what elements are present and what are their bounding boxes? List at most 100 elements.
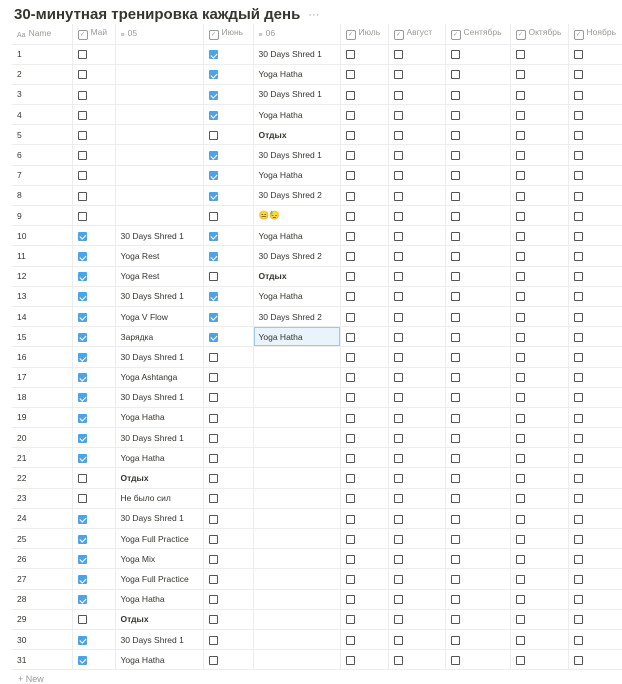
checkbox-unchecked[interactable] [450, 575, 460, 585]
checkbox-checked[interactable] [208, 332, 218, 342]
checkbox-unchecked[interactable] [208, 130, 218, 140]
checkbox-unchecked[interactable] [345, 655, 355, 665]
checkbox-unchecked[interactable] [345, 50, 355, 60]
column-header-2[interactable]: ≡ 05 [115, 24, 204, 45]
checkbox-unchecked[interactable] [208, 433, 218, 443]
checkbox-checked[interactable] [77, 453, 87, 463]
checkbox-unchecked[interactable] [573, 211, 583, 221]
text-cell[interactable]: 30 Days Shred 1 [115, 629, 204, 651]
text-cell[interactable] [253, 649, 341, 671]
checkbox-checked[interactable] [77, 332, 87, 342]
checkbox-unchecked[interactable] [450, 110, 460, 120]
checkbox-unchecked[interactable] [208, 554, 218, 564]
checkbox-unchecked[interactable] [77, 494, 87, 504]
checkbox-unchecked[interactable] [77, 211, 87, 221]
text-cell[interactable]: Yoga Hatha [115, 649, 204, 671]
text-cell[interactable]: Yoga Hatha [253, 165, 341, 186]
checkbox-unchecked[interactable] [345, 332, 355, 342]
checkbox-unchecked[interactable] [450, 474, 460, 484]
checkbox-unchecked[interactable] [208, 393, 218, 403]
text-cell[interactable]: Yoga Hatha [253, 326, 341, 348]
checkbox-unchecked[interactable] [208, 474, 218, 484]
checkbox-unchecked[interactable] [77, 70, 87, 80]
checkbox-unchecked[interactable] [393, 534, 403, 544]
checkbox-unchecked[interactable] [450, 151, 460, 161]
checkbox-unchecked[interactable] [515, 292, 525, 302]
checkbox-unchecked[interactable] [393, 332, 403, 342]
checkbox-unchecked[interactable] [573, 332, 583, 342]
checkbox-unchecked[interactable] [345, 433, 355, 443]
checkbox-unchecked[interactable] [450, 655, 460, 665]
name-cell[interactable]: 19 [12, 407, 73, 429]
checkbox-unchecked[interactable] [573, 272, 583, 282]
text-cell[interactable]: Yoga Rest [115, 245, 204, 267]
name-cell[interactable]: 30 [12, 629, 73, 651]
checkbox-unchecked[interactable] [208, 575, 218, 585]
checkbox-unchecked[interactable] [393, 595, 403, 605]
checkbox-unchecked[interactable] [393, 655, 403, 665]
checkbox-checked[interactable] [77, 514, 87, 524]
checkbox-unchecked[interactable] [515, 130, 525, 140]
column-header-1[interactable]: ✓ Май [72, 24, 116, 45]
text-cell[interactable]: Yoga Mix [115, 548, 204, 570]
checkbox-unchecked[interactable] [77, 474, 87, 484]
text-cell[interactable]: Yoga Hatha [253, 225, 341, 247]
checkbox-unchecked[interactable] [573, 655, 583, 665]
text-cell[interactable] [253, 568, 341, 590]
checkbox-unchecked[interactable] [208, 413, 218, 423]
checkbox-unchecked[interactable] [515, 413, 525, 423]
checkbox-unchecked[interactable] [450, 453, 460, 463]
checkbox-unchecked[interactable] [450, 615, 460, 625]
checkbox-unchecked[interactable] [208, 635, 218, 645]
column-header-7[interactable]: ✓ Сентябрь [445, 24, 511, 45]
text-cell[interactable] [115, 64, 204, 85]
column-header-0[interactable]: Aa Name [12, 24, 73, 45]
checkbox-unchecked[interactable] [208, 272, 218, 282]
text-cell[interactable]: 30 Days Shred 2 [253, 245, 341, 267]
checkbox-unchecked[interactable] [345, 312, 355, 322]
text-cell[interactable]: Отдых [115, 467, 204, 489]
checkbox-unchecked[interactable] [450, 292, 460, 302]
checkbox-checked[interactable] [208, 90, 218, 100]
checkbox-unchecked[interactable] [393, 292, 403, 302]
checkbox-unchecked[interactable] [573, 90, 583, 100]
checkbox-checked[interactable] [77, 353, 87, 363]
checkbox-unchecked[interactable] [515, 393, 525, 403]
text-cell[interactable]: 30 Days Shred 1 [253, 144, 341, 166]
text-cell[interactable]: Yoga Hatha [115, 589, 204, 610]
name-cell[interactable]: 5 [12, 124, 73, 146]
name-cell[interactable]: 12 [12, 266, 73, 287]
checkbox-unchecked[interactable] [450, 554, 460, 564]
checkbox-checked[interactable] [208, 231, 218, 241]
checkbox-unchecked[interactable] [515, 575, 525, 585]
checkbox-unchecked[interactable] [515, 655, 525, 665]
text-cell[interactable] [253, 629, 341, 651]
new-row-button[interactable]: + New [18, 674, 44, 684]
checkbox-unchecked[interactable] [345, 474, 355, 484]
name-cell[interactable]: 10 [12, 225, 73, 247]
column-header-5[interactable]: ✓ Июль [340, 24, 389, 45]
name-cell[interactable]: 9 [12, 205, 73, 227]
text-cell[interactable] [115, 44, 204, 65]
checkbox-unchecked[interactable] [515, 332, 525, 342]
checkbox-unchecked[interactable] [345, 373, 355, 383]
checkbox-unchecked[interactable] [393, 110, 403, 120]
checkbox-unchecked[interactable] [208, 211, 218, 221]
text-cell[interactable]: Yoga Ashtanga [115, 367, 204, 388]
text-cell[interactable] [253, 589, 341, 610]
checkbox-checked[interactable] [77, 635, 87, 645]
checkbox-checked[interactable] [77, 231, 87, 241]
checkbox-unchecked[interactable] [573, 534, 583, 544]
checkbox-unchecked[interactable] [393, 191, 403, 201]
checkbox-unchecked[interactable] [393, 90, 403, 100]
text-cell[interactable] [253, 609, 341, 630]
checkbox-unchecked[interactable] [450, 211, 460, 221]
text-cell[interactable] [253, 548, 341, 570]
text-cell[interactable]: 30 Days Shred 1 [253, 84, 341, 106]
checkbox-unchecked[interactable] [345, 191, 355, 201]
checkbox-unchecked[interactable] [393, 50, 403, 60]
checkbox-unchecked[interactable] [208, 353, 218, 363]
checkbox-unchecked[interactable] [393, 231, 403, 241]
name-cell[interactable]: 1 [12, 44, 73, 65]
checkbox-checked[interactable] [208, 50, 218, 60]
